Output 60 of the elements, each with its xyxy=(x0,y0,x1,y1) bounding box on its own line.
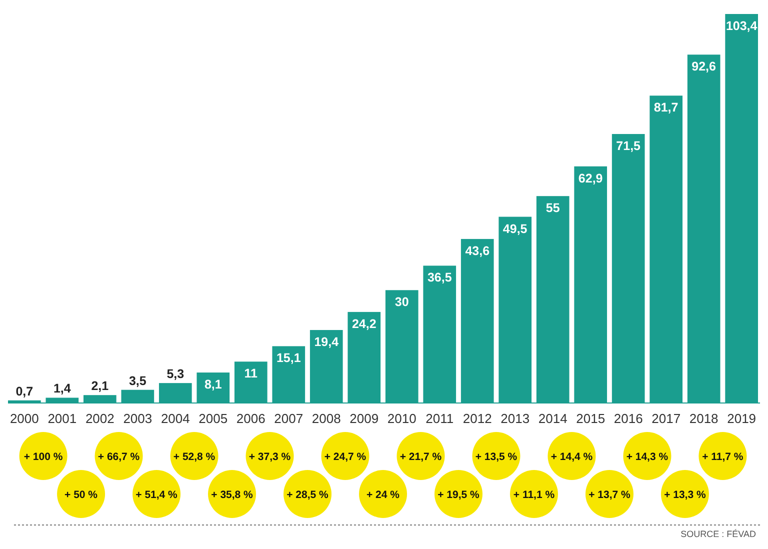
x-tick-label: 2005 xyxy=(198,411,228,426)
x-tick-label: 2004 xyxy=(160,411,190,426)
data-label: 2,1 xyxy=(91,379,109,394)
x-tick-label: 2002 xyxy=(85,411,114,426)
data-label: 81,7 xyxy=(654,100,678,115)
text: + 11,1 % xyxy=(513,489,556,501)
data-label: 55 xyxy=(546,201,560,216)
x-tick-label: 2006 xyxy=(236,411,266,426)
data-label: 43,6 xyxy=(465,244,490,258)
text: + 52,8 % xyxy=(173,451,216,463)
text: + 13,3 % xyxy=(664,489,706,501)
text: + 21,7 % xyxy=(400,451,442,463)
x-tick-label: 2017 xyxy=(652,411,681,426)
text: + 14,4 % xyxy=(550,451,594,463)
data-label: 62,9 xyxy=(578,171,603,186)
source-note: SOURCE : FÉVAD xyxy=(680,529,756,539)
data-label: 36,5 xyxy=(427,270,452,285)
text: + 13,7 % xyxy=(588,489,631,501)
x-tick-label: 2016 xyxy=(614,411,643,426)
data-label: 71,5 xyxy=(616,139,641,154)
data-label: 49,5 xyxy=(502,222,528,236)
data-label: 1,4 xyxy=(53,382,71,396)
x-tick-label: 2014 xyxy=(538,411,568,426)
text: + 24 % xyxy=(366,489,400,501)
text: + 100 % xyxy=(24,451,64,463)
data-label: 5,3 xyxy=(166,367,184,382)
data-label: 0,7 xyxy=(16,384,34,398)
text: + 51,4 % xyxy=(136,489,178,501)
x-tick-label: 2000 xyxy=(10,411,39,426)
text: + 35,8 % xyxy=(211,489,254,501)
text: + 66,7 % xyxy=(98,451,140,463)
x-tick-label: 2007 xyxy=(274,411,304,426)
data-label: 11 xyxy=(244,366,258,381)
x-tick-label: 2009 xyxy=(350,411,379,426)
text: + 19,5 % xyxy=(438,489,480,501)
text: + 24,7 % xyxy=(324,451,367,463)
text: + 28,5 % xyxy=(286,489,330,501)
data-label: 3,5 xyxy=(128,374,146,388)
text: + 11,7 % xyxy=(702,451,744,463)
x-tick-label: 2008 xyxy=(312,411,341,426)
data-label: 19,4 xyxy=(314,335,339,350)
x-tick-label: 2003 xyxy=(123,411,152,426)
x-tick-label: 2013 xyxy=(500,411,530,426)
data-label: 103,4 xyxy=(726,19,758,33)
x-tick-label: 2018 xyxy=(689,411,718,426)
data-label: 30 xyxy=(394,295,409,310)
data-label: 24,2 xyxy=(352,316,376,331)
data-label: 8,1 xyxy=(204,378,222,392)
x-tick-label: 2012 xyxy=(462,411,492,426)
text: + 50 % xyxy=(64,489,98,501)
x-tick-label: 2019 xyxy=(727,411,756,426)
data-label: 15,1 xyxy=(276,351,301,366)
text: + 13,5 % xyxy=(475,451,518,463)
text: + 37,3 % xyxy=(248,451,292,463)
x-tick-label: 2015 xyxy=(576,411,606,426)
x-tick-label: 2010 xyxy=(387,411,416,426)
x-tick-label: 2001 xyxy=(48,411,77,426)
data-label: 92,6 xyxy=(692,60,716,74)
x-tick-label: 2011 xyxy=(426,411,454,426)
text: + 14,3 % xyxy=(626,451,669,463)
